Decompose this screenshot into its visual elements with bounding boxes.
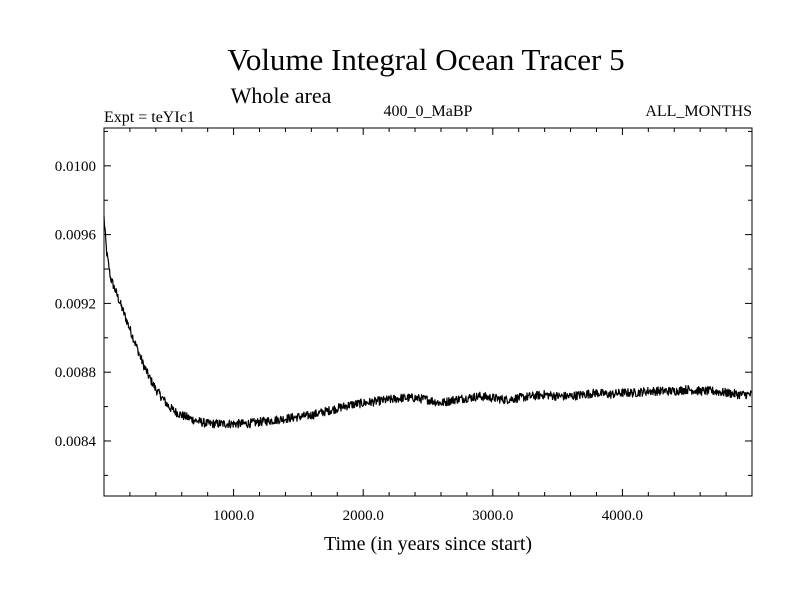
- y-tick-label: 0.0096: [55, 228, 97, 244]
- y-tick-label: 0.0088: [55, 365, 96, 381]
- y-tick-label: 0.0092: [55, 296, 96, 312]
- x-axis-label: Time (in years since start): [324, 533, 532, 555]
- plot-series: [103, 216, 753, 429]
- experiment-label: Expt = teYIc1: [104, 109, 195, 126]
- chart-title: Volume Integral Ocean Tracer 5: [227, 42, 624, 77]
- x-tick-label: 1000.0: [213, 508, 254, 524]
- chart-subtitle: Whole area: [231, 83, 332, 108]
- tick-labels: 1000.0 2000.0 3000.0 4000.0 0.0084 0.0088 0.00…: [55, 159, 643, 524]
- y-tick-label: 0.0084: [55, 434, 97, 450]
- series-line: [103, 216, 753, 429]
- x-tick-label: 4000.0: [602, 508, 643, 524]
- x-tick-label: 3000.0: [472, 508, 513, 524]
- months-label: ALL_MONTHS: [645, 103, 752, 120]
- x-tick-label: 2000.0: [343, 508, 384, 524]
- y-tick-label: 0.0100: [55, 159, 96, 175]
- period-label: 400_0_MaBP: [384, 103, 473, 120]
- axis-ticks: [104, 128, 752, 496]
- plot-frame: [103, 127, 753, 497]
